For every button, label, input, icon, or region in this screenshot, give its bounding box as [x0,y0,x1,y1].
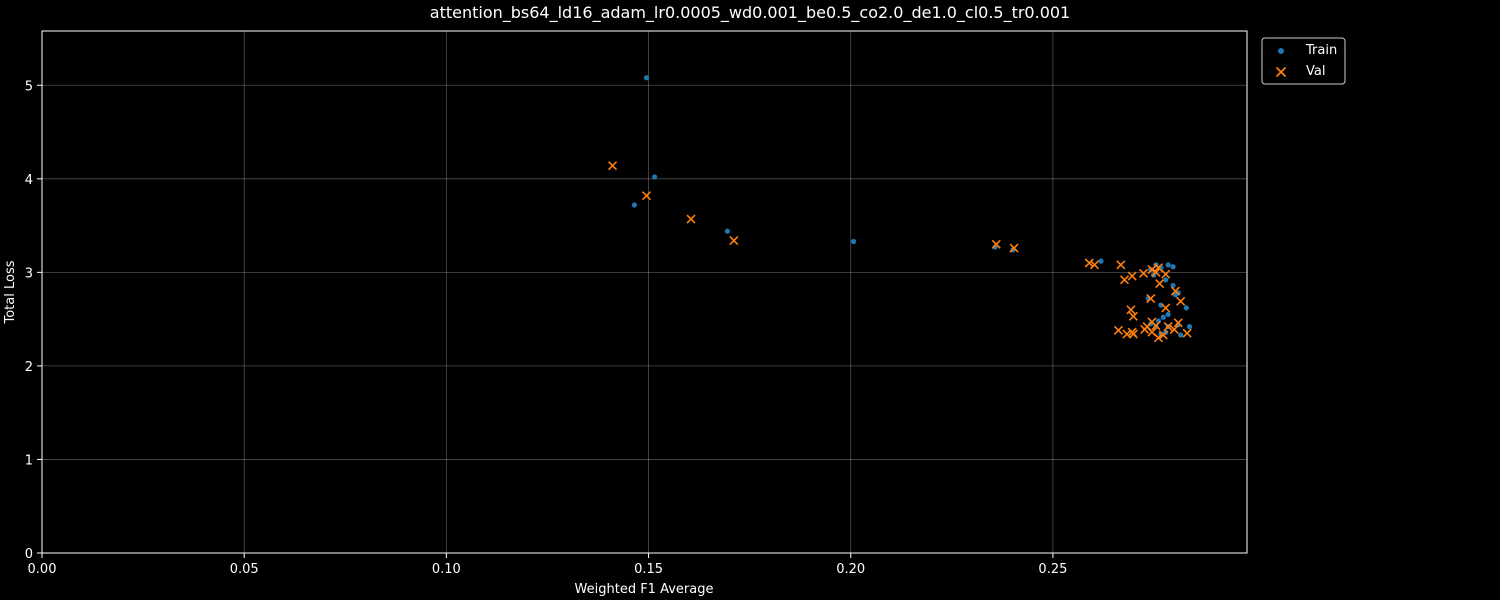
val-point [1122,329,1132,339]
train-point [652,174,658,180]
train-point [1165,311,1171,318]
x-tick-label: 0.05 [230,562,259,577]
legend-item-train: Train [1278,43,1337,58]
y-axis-ticks: 0 1 2 3 4 5 [25,79,42,562]
legend-train-label: Train [1305,43,1337,58]
val-point [1128,311,1138,321]
val-point [686,214,696,224]
x-tick-label: 0.25 [1038,562,1067,577]
y-tick: 0 [25,547,42,562]
grid-lines [41,31,1247,554]
train-point [1148,266,1154,273]
val-point [1009,243,1019,253]
legend-item-val: Val [1275,64,1325,79]
x-tick-label: 0.20 [836,562,865,577]
val-point [641,191,652,201]
val-point [1119,275,1130,285]
y-tick: 4 [25,173,42,188]
train-point [1165,262,1171,268]
x-tick-label: 0.10 [432,562,461,577]
val-point [1161,303,1171,313]
val-point [1173,318,1183,328]
y-tick-label: 2 [25,360,33,375]
train-point [1172,292,1179,298]
val-point [1126,305,1136,315]
y-tick-label: 1 [25,453,33,468]
y-tick: 3 [25,266,42,281]
val-point [1113,325,1123,335]
x-tick: 0.00 [28,553,57,577]
val-point [1155,279,1165,289]
val-point [1151,321,1161,331]
train-point [1163,277,1169,283]
y-tick: 5 [25,79,42,94]
x-tick: 0.10 [432,553,461,577]
y-axis-label: Total Loss [3,260,18,324]
val-point [729,235,739,246]
val-point [1169,324,1179,334]
y-tick-label: 5 [25,79,33,94]
val-point [1151,267,1161,277]
train-point [643,75,650,81]
x-axis-label: Weighted F1 Average [575,582,714,597]
train-point [1170,264,1176,270]
val-point [1182,328,1192,338]
x-tick-label: 0.15 [634,562,663,577]
train-point [724,228,730,234]
y-tick: 2 [25,360,42,375]
train-point [850,238,857,245]
x-tick: 0.25 [1038,553,1067,577]
y-tick-label: 4 [25,173,33,188]
val-point [1138,268,1149,278]
x-axis-ticks: 0.00 0.05 0.10 0.15 0.20 0.25 [28,553,1067,577]
series-layer [607,75,1193,343]
val-point [1176,296,1186,306]
legend-val-marker [1275,66,1287,78]
val-point [1084,258,1094,268]
val-point [1116,260,1126,270]
x-tick-label: 0.00 [28,562,57,577]
val-point [1161,269,1171,279]
x-tick: 0.20 [836,553,865,577]
val-point [1147,264,1157,275]
val-point [1089,260,1100,270]
legend-train-marker [1278,48,1284,54]
train-point [631,202,637,208]
chart-title: attention_bs64_ld16_adam_lr0.0005_wd0.00… [430,3,1070,23]
val-point [1170,286,1180,296]
y-tick-label: 3 [25,266,33,281]
val-point [1153,263,1164,273]
train-point [1170,282,1176,289]
val-point [1140,324,1150,334]
val-point [1127,271,1137,281]
series-val [607,161,1192,343]
val-point [1146,293,1156,304]
plot-frame [41,30,1248,554]
val-point [1163,322,1173,332]
legend-val-label: Val [1306,64,1325,79]
legend-val-x-mark [1275,66,1287,78]
val-point [607,161,618,171]
train-point [1186,324,1193,330]
val-point [991,239,1001,249]
y-tick-label: 0 [25,547,33,562]
train-point [1183,305,1189,311]
val-point [1128,329,1138,339]
y-tick: 1 [25,453,42,468]
x-tick: 0.05 [230,553,259,577]
train-point [1178,332,1184,338]
train-point [1160,314,1166,320]
val-point [1158,330,1168,340]
val-point [1153,333,1164,343]
series-train [631,75,1193,338]
legend: Train Val [1261,37,1346,85]
train-point [1098,258,1104,264]
x-tick: 0.15 [634,553,663,577]
